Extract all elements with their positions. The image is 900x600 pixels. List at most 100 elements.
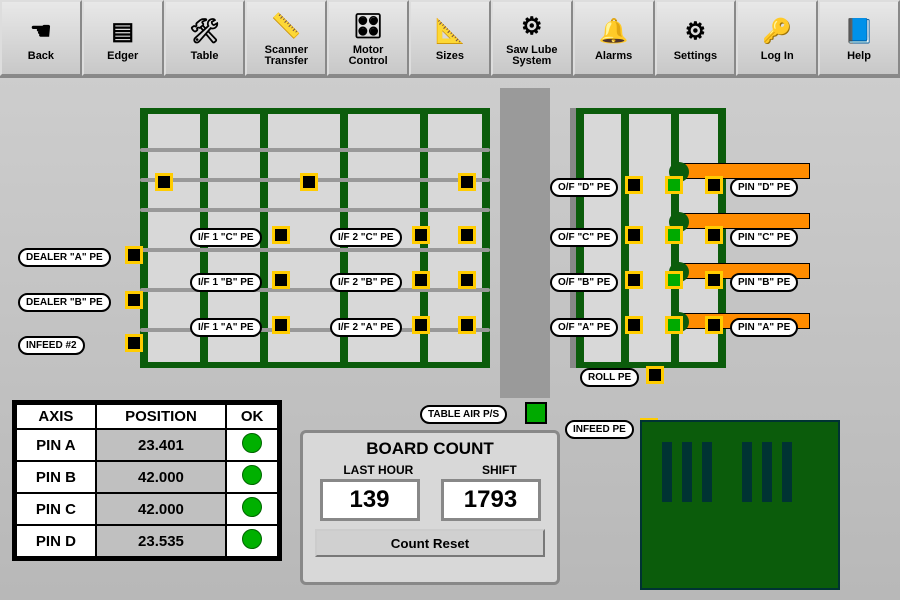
table-button[interactable]: 🛠Table [164, 0, 246, 76]
login-button[interactable]: 🔑 Log In [736, 0, 818, 76]
mid-pe-2[interactable] [458, 271, 476, 289]
ok-icon [242, 529, 262, 549]
if1a-pe[interactable] [272, 316, 290, 334]
ok-cell [226, 493, 278, 525]
axis-cell: PIN A [16, 429, 96, 461]
table-air-label: TABLE AIR P/S [420, 405, 507, 424]
pind-label: PIN "D" PE [730, 178, 798, 197]
dealer-b-pe[interactable] [125, 291, 143, 309]
machine-schematic: DEALER "A" PE DEALER "B" PE INFEED #2 I/… [0, 78, 900, 408]
ofa-pe2[interactable] [665, 316, 683, 334]
ok-icon [242, 433, 262, 453]
ofa-label: O/F "A" PE [550, 318, 618, 337]
ok-cell [226, 429, 278, 461]
ok-icon [242, 497, 262, 517]
table-row: PIN A 23.401 [16, 429, 278, 461]
table-row: PIN C 42.000 [16, 493, 278, 525]
pos-cell: 23.535 [96, 525, 226, 557]
ofc-pe[interactable] [625, 226, 643, 244]
if2c-label: I/F 2 "C" PE [330, 228, 402, 247]
if1b-pe[interactable] [272, 271, 290, 289]
motor-icon: 🎛 [351, 9, 385, 43]
login-label: Log In [761, 51, 794, 62]
top-pe-1[interactable] [155, 173, 173, 191]
ok-header: OK [226, 404, 278, 429]
roll-pe[interactable] [646, 366, 664, 384]
dealer-a-label: DEALER "A" PE [18, 248, 111, 267]
pinb-pe[interactable] [705, 271, 723, 289]
motor-control-button[interactable]: 🎛MotorControl [327, 0, 409, 76]
pos-cell: 42.000 [96, 493, 226, 525]
ofd-pe[interactable] [625, 176, 643, 194]
back-button[interactable]: ☚Back [0, 0, 82, 76]
back-label: Back [28, 51, 54, 62]
sawlube-icon: ⚙ [515, 9, 549, 43]
axis-cell: PIN C [16, 493, 96, 525]
if2b-label: I/F 2 "B" PE [330, 273, 402, 292]
edger-icon: ▤ [106, 15, 140, 49]
ok-icon [242, 465, 262, 485]
infeed2-pe[interactable] [125, 334, 143, 352]
settings-icon: ⚙ [678, 15, 712, 49]
alarms-icon: 🔔 [597, 15, 631, 49]
if2a-pe[interactable] [412, 316, 430, 334]
if1b-label: I/F 1 "B" PE [190, 273, 262, 292]
top-pe-2[interactable] [300, 173, 318, 191]
sizes-button[interactable]: 📐Sizes [409, 0, 491, 76]
ofb-pe2[interactable] [665, 271, 683, 289]
dealer-b-label: DEALER "B" PE [18, 293, 111, 312]
pina-pe[interactable] [705, 316, 723, 334]
help-button[interactable]: 📘Help [818, 0, 900, 76]
axis-header: AXIS [16, 404, 96, 429]
board-count-panel: BOARD COUNT LAST HOUR SHIFT 139 1793 Cou… [300, 430, 560, 585]
pinb-label: PIN "B" PE [730, 273, 798, 292]
edger-button[interactable]: ▤ Edger [82, 0, 164, 76]
toolbar: ☚Back ▤ Edger 🛠Table 📏ScannerTransfer 🎛Mo… [0, 0, 900, 78]
sawlube-label: Saw LubeSystem [506, 45, 557, 67]
table-row: PIN B 42.000 [16, 461, 278, 493]
motor-label: MotorControl [349, 45, 388, 67]
if1a-label: I/F 1 "A" PE [190, 318, 262, 337]
sizes-label: Sizes [436, 51, 464, 62]
pinc-pe[interactable] [705, 226, 723, 244]
ok-cell [226, 525, 278, 557]
saw-lube-button[interactable]: ⚙Saw LubeSystem [491, 0, 573, 76]
pinc-label: PIN "C" PE [730, 228, 798, 247]
ofc-pe2[interactable] [665, 226, 683, 244]
if2b-pe[interactable] [412, 271, 430, 289]
last-hour-value: 139 [320, 479, 420, 521]
pind-pe[interactable] [705, 176, 723, 194]
edger-label: Edger [107, 51, 138, 62]
mid-pe-1[interactable] [458, 226, 476, 244]
table-air-status[interactable] [525, 402, 547, 424]
mid-pe-3[interactable] [458, 316, 476, 334]
if1c-label: I/F 1 "C" PE [190, 228, 262, 247]
login-icon: 🔑 [760, 15, 794, 49]
axis-panel: AXIS POSITION OK PIN A 23.401 PIN B 42.0… [12, 400, 282, 561]
count-reset-button[interactable]: Count Reset [315, 529, 545, 557]
if1c-pe[interactable] [272, 226, 290, 244]
ofd-pe2[interactable] [665, 176, 683, 194]
axis-cell: PIN D [16, 525, 96, 557]
dealer-a-pe[interactable] [125, 246, 143, 264]
help-label: Help [847, 51, 871, 62]
board-count-title: BOARD COUNT [309, 439, 551, 459]
pos-cell: 42.000 [96, 461, 226, 493]
table-row: PIN D 23.535 [16, 525, 278, 557]
axis-cell: PIN B [16, 461, 96, 493]
motor-block [640, 420, 840, 590]
settings-button[interactable]: ⚙Settings [655, 0, 737, 76]
ofc-label: O/F "C" PE [550, 228, 618, 247]
shift-label: SHIFT [482, 463, 517, 477]
scanner-transfer-button[interactable]: 📏ScannerTransfer [245, 0, 327, 76]
ofa-pe[interactable] [625, 316, 643, 334]
alarms-button[interactable]: 🔔 Alarms [573, 0, 655, 76]
table-label: Table [191, 51, 219, 62]
ofb-pe[interactable] [625, 271, 643, 289]
if2c-pe[interactable] [412, 226, 430, 244]
alarms-label: Alarms [595, 51, 632, 62]
shift-value: 1793 [441, 479, 541, 521]
center-divider [500, 88, 550, 398]
top-pe-3[interactable] [458, 173, 476, 191]
pos-cell: 23.401 [96, 429, 226, 461]
